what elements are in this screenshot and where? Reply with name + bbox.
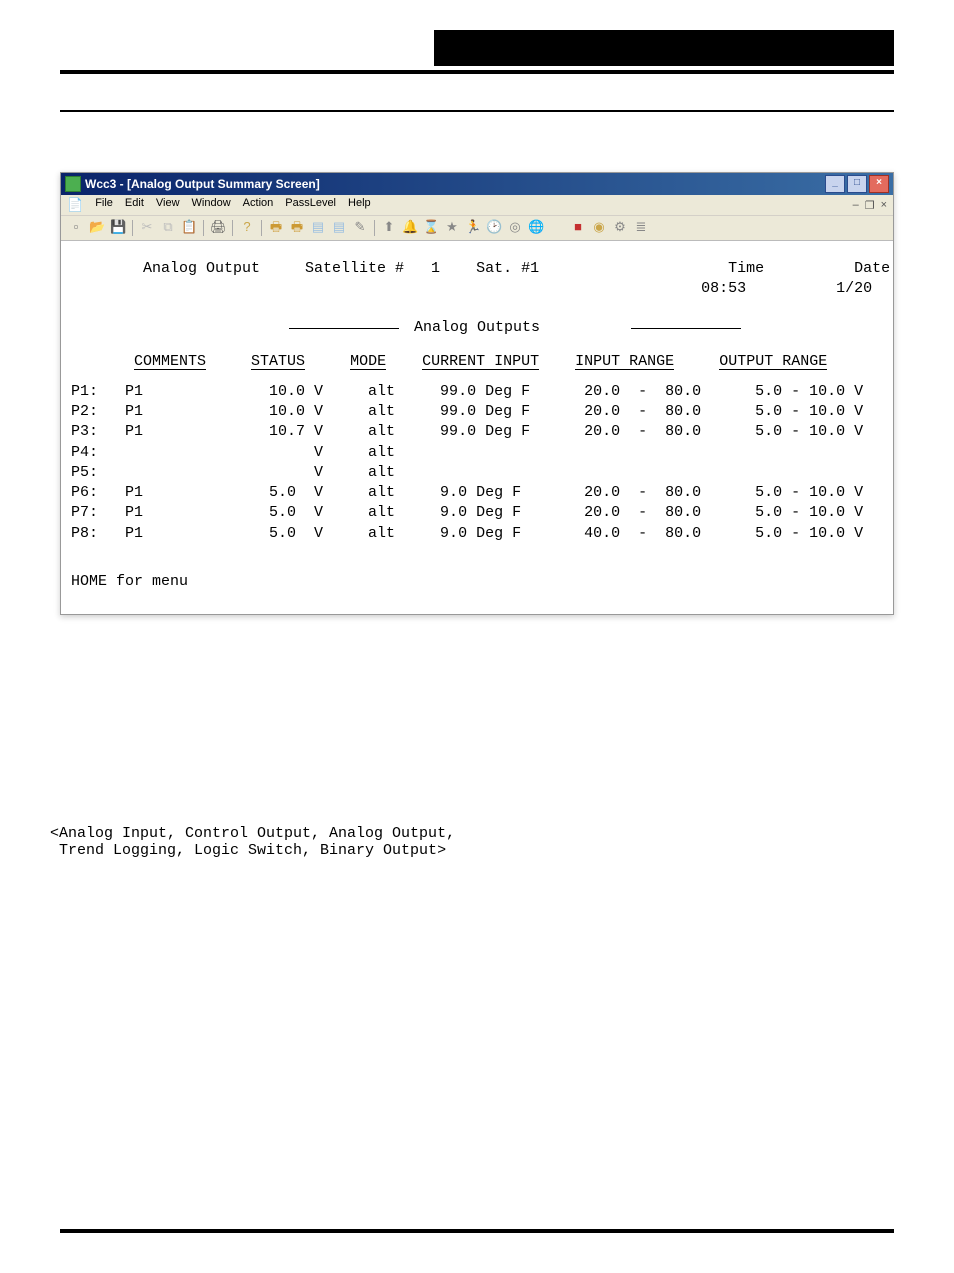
mdi-restore-icon[interactable]: ❐ [865, 199, 875, 212]
column-headers: COMMENTS STATUS MODE CURRENT INPUT INPUT… [71, 352, 883, 372]
header-line-1: Analog Output Satellite # 1 Sat. #1 Time… [71, 259, 883, 279]
mdi-controls: – ❐ × [853, 199, 887, 212]
spacer-bottom [60, 859, 894, 1199]
toolbar: ▫📂💾✂⧉📋🖨?🖶🖶▤▤✎⬆🔔⌛★🏃🕑◎🌐 ■◉⚙≣ [61, 216, 893, 241]
print-icon[interactable]: 🖨 [209, 219, 227, 237]
ring-icon[interactable]: ◎ [506, 219, 524, 237]
rule-thick [60, 70, 894, 74]
header-line-2: 08:53 1/20 [71, 279, 883, 299]
table-row: P5: V alt [71, 463, 883, 483]
window-controls: _ □ × [825, 175, 889, 193]
rule-bottom [60, 1229, 894, 1233]
help-icon[interactable]: ? [238, 219, 256, 237]
table-row: P1: P1 10.0 V alt 99.0 Deg F 20.0 - 80.0… [71, 382, 883, 402]
menu-edit[interactable]: Edit [125, 197, 144, 213]
paste-icon[interactable]: 📋 [180, 219, 198, 237]
header-bar [60, 30, 894, 66]
spacer [60, 80, 894, 110]
menu-action[interactable]: Action [243, 197, 274, 213]
menubar: 📄 File Edit View Window Action PassLevel… [61, 195, 893, 216]
mdi-close-icon[interactable]: × [881, 199, 887, 212]
star-icon[interactable]: ★ [443, 219, 461, 237]
menu-view[interactable]: View [156, 197, 180, 213]
draw-icon[interactable]: ✎ [351, 219, 369, 237]
window-title: Wcc3 - [Analog Output Summary Screen] [85, 177, 320, 191]
toolbar-separator [203, 220, 204, 236]
content-area: Analog Output Satellite # 1 Sat. #1 Time… [61, 241, 893, 614]
mdi-minimize-icon[interactable]: – [853, 199, 859, 212]
maximize-button[interactable]: □ [847, 175, 867, 193]
dial-icon[interactable]: 🕑 [485, 219, 503, 237]
red-square-icon[interactable]: ■ [569, 219, 587, 237]
menu-file[interactable]: File [95, 197, 113, 213]
app-icon [65, 176, 81, 192]
section-title: Analog Outputs [71, 318, 883, 338]
table-row: P8: P1 5.0 V alt 9.0 Deg F 40.0 - 80.0 5… [71, 524, 883, 544]
footer-hint: HOME for menu [71, 572, 883, 592]
table-row: P2: P1 10.0 V alt 99.0 Deg F 20.0 - 80.0… [71, 402, 883, 422]
table-row: P6: P1 5.0 V alt 9.0 Deg F 20.0 - 80.0 5… [71, 483, 883, 503]
toolbar-separator [232, 220, 233, 236]
app-window: Wcc3 - [Analog Output Summary Screen] _ … [60, 172, 894, 615]
menu-passlevel[interactable]: PassLevel [285, 197, 336, 213]
blank-icon[interactable] [548, 219, 566, 237]
globe-icon[interactable]: 🌐 [527, 219, 545, 237]
toolbar-separator [374, 220, 375, 236]
table-row: P7: P1 5.0 V alt 9.0 Deg F 20.0 - 80.0 5… [71, 503, 883, 523]
minimize-button[interactable]: _ [825, 175, 845, 193]
bell-icon[interactable]: 🔔 [401, 219, 419, 237]
tools-icon[interactable]: ⚙ [611, 219, 629, 237]
section-divider: Analog Outputs [71, 318, 883, 338]
hourglass-icon[interactable]: ⌛ [422, 219, 440, 237]
doc2-icon[interactable]: ▤ [330, 219, 348, 237]
running-icon[interactable]: 🏃 [464, 219, 482, 237]
eye-icon[interactable]: ◉ [590, 219, 608, 237]
copy-icon[interactable]: ⧉ [159, 219, 177, 237]
new-icon[interactable]: ▫ [67, 219, 85, 237]
menu-items: 📄 File Edit View Window Action PassLevel… [67, 197, 371, 213]
rule-thin [60, 110, 894, 112]
toolbar-separator [132, 220, 133, 236]
printer2-icon[interactable]: 🖶 [267, 219, 285, 237]
titlebar: Wcc3 - [Analog Output Summary Screen] _ … [61, 173, 893, 195]
header-black-block [434, 30, 894, 66]
list-icon[interactable]: ≣ [632, 219, 650, 237]
table-row: P4: V alt [71, 443, 883, 463]
close-button[interactable]: × [869, 175, 889, 193]
cut-icon[interactable]: ✂ [138, 219, 156, 237]
doc1-icon[interactable]: ▤ [309, 219, 327, 237]
save-icon[interactable]: 💾 [109, 219, 127, 237]
toolbar-separator [261, 220, 262, 236]
arrowup-icon[interactable]: ⬆ [380, 219, 398, 237]
open-icon[interactable]: 📂 [88, 219, 106, 237]
menu-window[interactable]: Window [192, 197, 231, 213]
page: Wcc3 - [Analog Output Summary Screen] _ … [0, 0, 954, 1273]
printer3-icon[interactable]: 🖶 [288, 219, 306, 237]
below-screenshot-text: <Analog Input, Control Output, Analog Ou… [50, 825, 894, 859]
menu-help[interactable]: Help [348, 197, 371, 213]
table-row: P3: P1 10.7 V alt 99.0 Deg F 20.0 - 80.0… [71, 422, 883, 442]
